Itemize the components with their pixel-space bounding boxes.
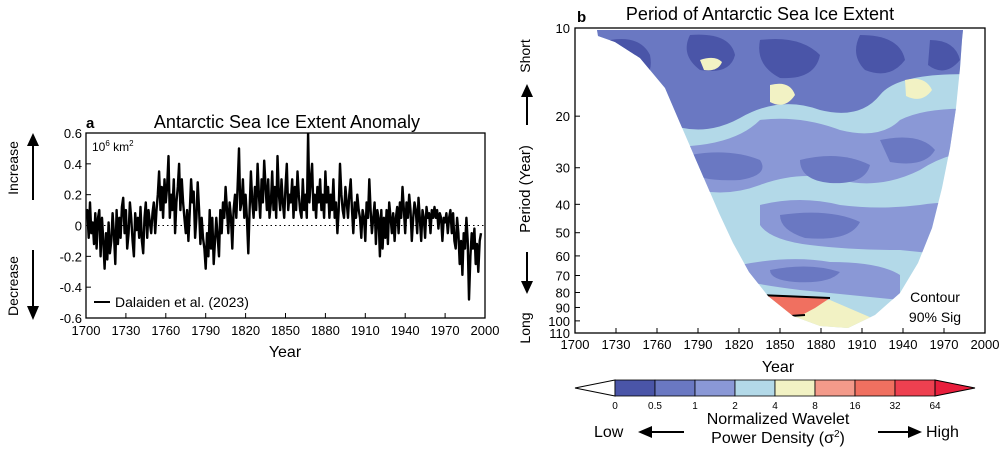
- x-tick-label: 2000: [471, 323, 500, 338]
- panel-b-x-axis-label: Year: [762, 359, 795, 376]
- y-tick-label: -0.2: [60, 249, 82, 264]
- colorbar-tick-label: 2: [732, 401, 738, 412]
- colorbar: 0 0.5 1 2 4 8 16 32 64 Normalized Wavelet Power …: [574, 379, 976, 447]
- left-arrowhead-icon: [638, 426, 652, 438]
- y-tick-label: 100: [548, 314, 570, 329]
- panel-b-title: Period of Antarctic Sea Ice Extent: [626, 4, 894, 24]
- y-tick-label: 80: [556, 285, 570, 300]
- x-tick-label: 1820: [725, 337, 754, 352]
- unit-label: 106 km2: [92, 139, 134, 154]
- colorbar-tick-label: 64: [929, 401, 941, 412]
- colorbar-segment: [774, 379, 816, 397]
- y-tick-label: 20: [556, 109, 570, 124]
- y-tick-label: 0.6: [64, 126, 82, 141]
- contour-annotation-line1: Contour: [910, 289, 960, 305]
- panel-b: b Period of Antarctic Sea Ice Extent: [517, 4, 999, 447]
- x-tick-label: 1790: [191, 323, 220, 338]
- contour-annotation-line2: 90% Sig: [909, 309, 961, 325]
- y-tick-label: -0.4: [60, 280, 82, 295]
- y-tick-label: 0.2: [64, 188, 82, 203]
- wavelet-power-field: [597, 30, 963, 328]
- colorbar-tick-label: 16: [849, 401, 861, 412]
- y-tick-label: 0: [75, 219, 82, 234]
- y-tick-label: 90: [556, 300, 570, 315]
- x-tick-label: 1880: [311, 323, 340, 338]
- colorbar-low-arrow: [574, 379, 616, 397]
- colorbar-segment: [734, 379, 776, 397]
- x-tick-label: 1760: [643, 337, 672, 352]
- colorbar-segments: [614, 379, 936, 397]
- x-tick-label: 1820: [231, 323, 260, 338]
- x-tick-label: 1850: [271, 323, 300, 338]
- y-tick-label: 10: [556, 21, 570, 36]
- up-arrowhead-icon: [27, 133, 39, 146]
- x-tick-label: 1970: [431, 323, 460, 338]
- panel-a-label: a: [86, 115, 95, 132]
- short-label: Short: [517, 39, 533, 73]
- decrease-label: Decrease: [5, 256, 21, 316]
- x-tick-label: 1910: [848, 337, 877, 352]
- increase-label: Increase: [5, 141, 21, 195]
- colorbar-segment: [654, 379, 696, 397]
- colorbar-segment: [854, 379, 896, 397]
- down-arrowhead-icon: [27, 306, 39, 320]
- colorbar-high-arrow: [934, 379, 976, 397]
- x-tick-label: 1730: [111, 323, 140, 338]
- x-tick-label: 1940: [391, 323, 420, 338]
- legend-label: Dalaiden et al. (2023): [115, 294, 249, 310]
- panel-b-y-axis-label: Period (Year): [517, 145, 534, 233]
- y-tick-label: -0.6: [60, 311, 82, 326]
- right-arrowhead-icon: [908, 426, 922, 438]
- colorbar-tick-label: 0: [612, 401, 618, 412]
- x-tick-label: 1910: [351, 323, 380, 338]
- panel-a: a Antarctic Sea Ice Extent Anomaly 1700 1…: [5, 112, 499, 361]
- down-arrowhead-icon: [521, 281, 533, 294]
- x-tick-label: 1880: [807, 337, 836, 352]
- panel-b-x-ticks: 1700 1730 1760 1790 1820 1850 1880 1910 1940 1970…: [561, 328, 1000, 352]
- x-tick-label: 1760: [151, 323, 180, 338]
- y-tick-label: 0.4: [64, 157, 82, 172]
- colorbar-tick-label: 8: [812, 401, 818, 412]
- colorbar-ticks: 0 0.5 1 2 4 8 16 32 64: [612, 401, 941, 412]
- series-line-dalaiden: [86, 133, 483, 301]
- panel-a-x-ticks: 1700 1730 1760 1790 1820 1850 1880 1910 1940 1970…: [72, 313, 500, 338]
- panel-a-legend: Dalaiden et al. (2023): [94, 294, 249, 310]
- y-tick-label: 60: [556, 249, 570, 264]
- colorbar-tick-label: 4: [772, 401, 778, 412]
- colorbar-title-line1: Normalized Wavelet: [707, 411, 850, 428]
- x-tick-label: 1700: [72, 323, 101, 338]
- x-tick-label: 1790: [684, 337, 713, 352]
- x-tick-label: 1850: [766, 337, 795, 352]
- colorbar-tick-label: 32: [889, 401, 901, 412]
- panel-a-x-axis-label: Year: [269, 344, 302, 361]
- colorbar-tick-label: 1: [692, 401, 698, 412]
- colorbar-segment: [814, 379, 856, 397]
- colorbar-segment: [894, 379, 936, 397]
- y-tick-label: 110: [549, 326, 570, 341]
- x-tick-label: 1730: [602, 337, 631, 352]
- decrease-indicator: Decrease: [5, 250, 39, 320]
- high-label: High: [926, 424, 959, 441]
- colorbar-title-line2: Power Density (σ2): [711, 429, 845, 447]
- x-tick-label: 1970: [930, 337, 959, 352]
- panel-b-label: b: [577, 9, 586, 26]
- x-tick-label: 1700: [561, 337, 590, 352]
- x-tick-label: 2000: [971, 337, 1000, 352]
- colorbar-segment: [694, 379, 736, 397]
- y-tick-label: 70: [556, 269, 570, 284]
- long-label: Long: [517, 312, 533, 343]
- y-tick-label: 50: [556, 226, 570, 241]
- increase-indicator: Increase: [5, 133, 39, 200]
- panel-a-title: Antarctic Sea Ice Extent Anomaly: [154, 112, 420, 132]
- colorbar-segment: [614, 379, 656, 397]
- x-tick-label: 1940: [889, 337, 918, 352]
- y-tick-label: 40: [556, 197, 570, 212]
- y-tick-label: 30: [556, 161, 570, 176]
- colorbar-tick-label: 0.5: [648, 401, 662, 412]
- up-arrowhead-icon: [521, 84, 533, 97]
- low-label: Low: [594, 424, 624, 441]
